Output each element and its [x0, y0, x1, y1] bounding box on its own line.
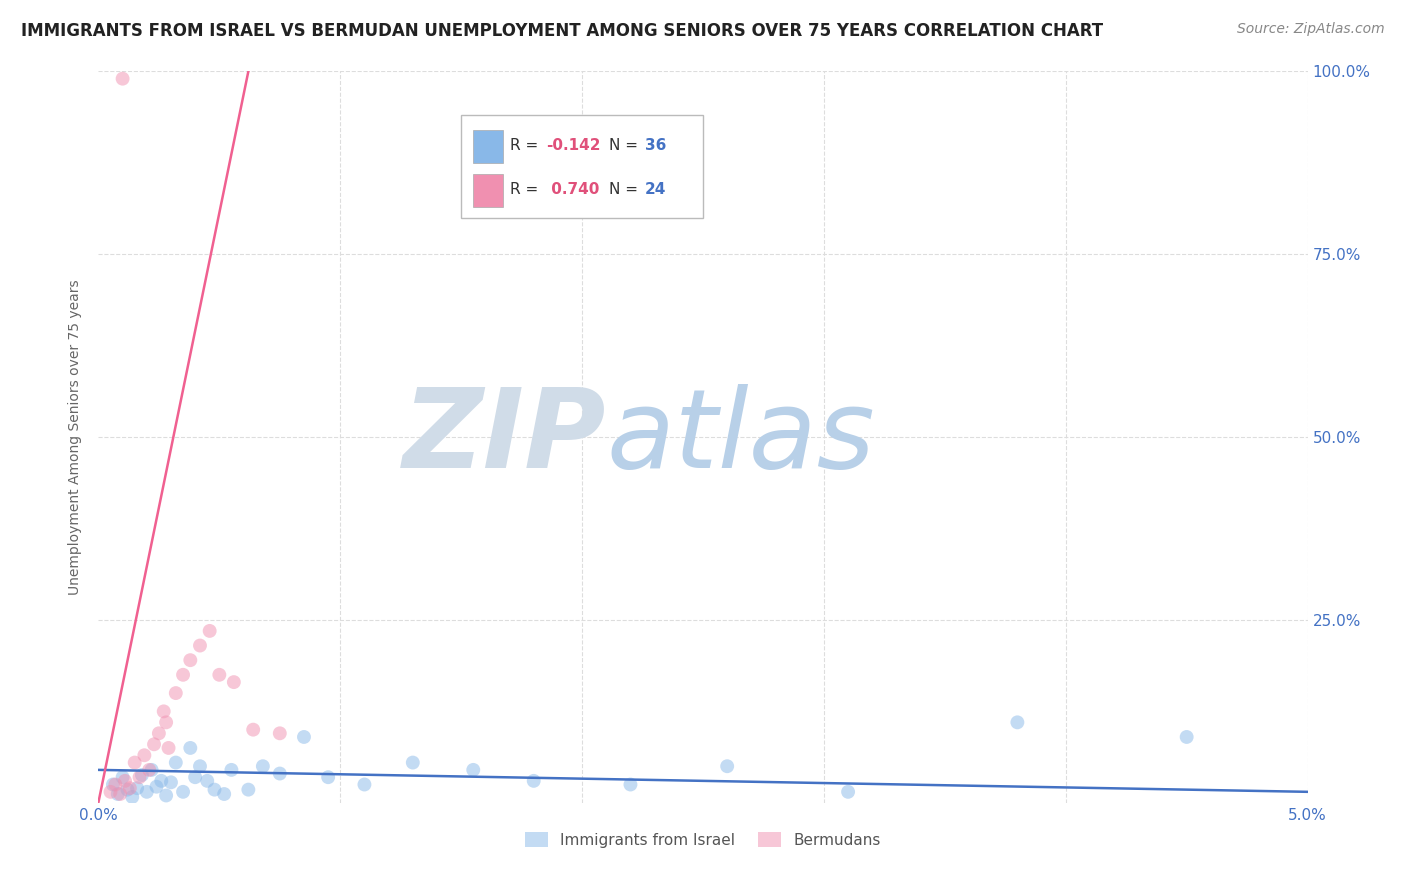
Point	[117, 782, 139, 797]
Text: N =: N =	[609, 138, 643, 153]
Point	[837, 785, 859, 799]
Point	[152, 705, 174, 719]
Text: IMMIGRANTS FROM ISRAEL VS BERMUDAN UNEMPLOYMENT AMONG SENIORS OVER 75 YEARS CORR: IMMIGRANTS FROM ISRAEL VS BERMUDAN UNEMP…	[21, 22, 1104, 40]
Point	[1175, 730, 1198, 744]
Point	[108, 787, 131, 801]
Text: -0.142: -0.142	[546, 138, 600, 153]
Point	[111, 71, 134, 86]
Point	[155, 715, 177, 730]
Text: 24: 24	[645, 182, 666, 197]
Point	[716, 759, 738, 773]
Point	[269, 726, 291, 740]
Text: R =: R =	[509, 138, 543, 153]
Point	[188, 759, 211, 773]
Point	[402, 756, 425, 770]
Text: ZIP: ZIP	[402, 384, 606, 491]
Point	[204, 782, 226, 797]
Point	[134, 748, 156, 763]
Y-axis label: Unemployment Among Seniors over 75 years: Unemployment Among Seniors over 75 years	[69, 279, 83, 595]
Text: 36: 36	[645, 138, 666, 153]
Point	[141, 763, 163, 777]
Text: 0.740: 0.740	[546, 182, 599, 197]
Point	[1007, 715, 1029, 730]
Point	[143, 737, 166, 751]
Point	[157, 740, 180, 755]
Point	[138, 763, 160, 777]
Legend: Immigrants from Israel, Bermudans: Immigrants from Israel, Bermudans	[519, 825, 887, 854]
Point	[131, 768, 153, 782]
Point	[148, 726, 170, 740]
Point	[104, 778, 127, 792]
Point	[107, 787, 129, 801]
Point	[155, 789, 177, 803]
Point	[222, 675, 245, 690]
Point	[242, 723, 264, 737]
Point	[118, 781, 141, 796]
Point	[252, 759, 274, 773]
Point	[150, 773, 173, 788]
Point	[523, 773, 546, 788]
Text: R =: R =	[509, 182, 543, 197]
Point	[195, 773, 218, 788]
Point	[114, 773, 136, 788]
Point	[127, 781, 149, 796]
Point	[238, 782, 260, 797]
Point	[184, 770, 207, 784]
FancyBboxPatch shape	[474, 130, 503, 163]
Point	[121, 789, 143, 804]
Point	[172, 785, 194, 799]
Point	[179, 740, 201, 755]
Point	[221, 763, 243, 777]
Point	[165, 756, 187, 770]
Point	[165, 686, 187, 700]
Point	[160, 775, 183, 789]
Point	[100, 785, 122, 799]
Point	[145, 780, 167, 794]
Point	[135, 785, 157, 799]
Point	[208, 667, 231, 681]
Point	[353, 778, 375, 792]
Point	[292, 730, 315, 744]
Point	[316, 770, 339, 784]
Point	[111, 770, 134, 784]
Point	[172, 667, 194, 681]
Point	[212, 787, 235, 801]
Point	[101, 778, 124, 792]
Point	[179, 653, 201, 667]
FancyBboxPatch shape	[474, 174, 503, 207]
FancyBboxPatch shape	[461, 115, 703, 218]
Point	[128, 770, 150, 784]
Point	[463, 763, 485, 777]
Text: Source: ZipAtlas.com: Source: ZipAtlas.com	[1237, 22, 1385, 37]
Point	[198, 624, 221, 638]
Point	[188, 639, 211, 653]
Point	[619, 778, 641, 792]
Text: atlas: atlas	[606, 384, 875, 491]
Point	[124, 756, 146, 770]
Point	[269, 766, 291, 780]
Text: N =: N =	[609, 182, 643, 197]
